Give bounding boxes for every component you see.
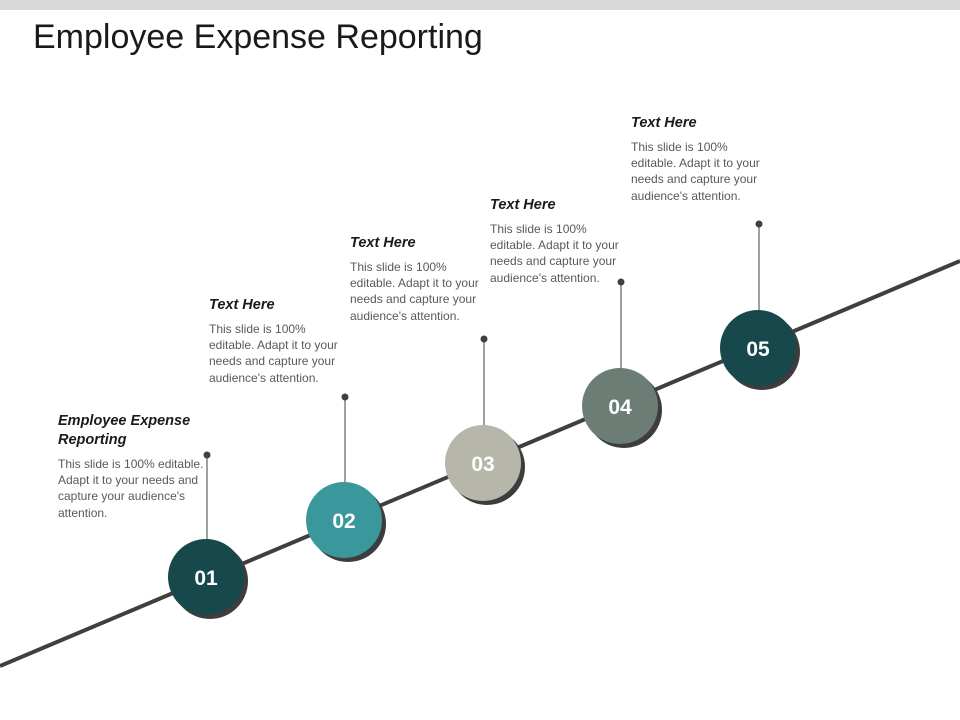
callout-5: Text Here This slide is 100% editable. A… (631, 114, 761, 204)
connector-dot (203, 451, 211, 459)
step-number: 03 (471, 453, 494, 476)
callout-body: This slide is 100% editable. Adapt it to… (490, 222, 619, 285)
callout-2: Text Here This slide is 100% editable. A… (209, 296, 339, 386)
step-number: 04 (608, 396, 632, 419)
step-number: 01 (194, 567, 218, 590)
callout-body: This slide is 100% editable. Adapt it to… (350, 260, 479, 323)
callout-heading: Text Here (350, 235, 416, 251)
callout-3: Text Here This slide is 100% editable. A… (350, 234, 480, 324)
step-node-1: 01 (168, 539, 248, 619)
page-title: Employee Expense Reporting (33, 18, 483, 56)
callout-body: This slide is 100% editable. Adapt it to… (58, 457, 204, 520)
connector-dot (480, 335, 488, 343)
callout-1: Employee Expense Reporting This slide is… (58, 412, 208, 521)
step-node-5: 05 (720, 310, 800, 390)
connector-dot (755, 220, 763, 228)
callout-heading: Text Here (490, 197, 556, 213)
step-node-3: 03 (445, 425, 525, 505)
step-node-circle (306, 482, 382, 558)
callout-body: This slide is 100% editable. Adapt it to… (631, 140, 760, 203)
callout-4: Text Here This slide is 100% editable. A… (490, 196, 620, 286)
top-accent-bar (0, 0, 960, 10)
callout-body: This slide is 100% editable. Adapt it to… (209, 322, 338, 385)
step-node-circle (582, 368, 658, 444)
step-number: 02 (332, 510, 355, 533)
connector-dot (341, 393, 349, 401)
callout-heading: Employee Expense Reporting (58, 413, 191, 448)
step-node-circle (168, 539, 244, 615)
callout-heading: Text Here (209, 297, 275, 313)
callout-heading: Text Here (631, 115, 697, 131)
connector-dot (617, 278, 625, 286)
step-node-circle (720, 310, 796, 386)
step-node-4: 04 (582, 368, 662, 448)
step-number: 05 (746, 338, 770, 361)
step-node-circle (445, 425, 521, 501)
step-node-2: 02 (306, 482, 386, 562)
